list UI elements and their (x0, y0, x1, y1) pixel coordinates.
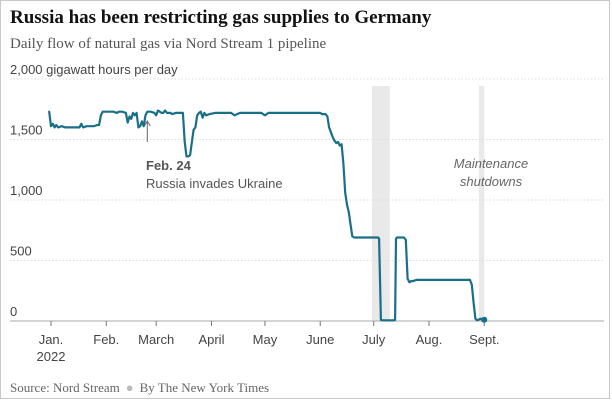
y-tick-label-1000: 1,000 (10, 183, 43, 198)
x-tick-label-3: April (198, 332, 224, 347)
credit-label: By The New York Times (139, 380, 270, 395)
chart-title: Russia has been restricting gas supplies… (10, 7, 432, 28)
x-tick-label-1: Feb. (93, 332, 119, 347)
source-label: Source: Nord Stream (10, 380, 120, 395)
annotation-date: Feb. 24 (146, 158, 192, 173)
x-tick-label-8: Sept. (469, 332, 499, 347)
x-tick-sublabel-0: 2022 (37, 349, 66, 364)
maintenance-label-line-0: Maintenance (454, 156, 528, 171)
y-tick-label-1500: 1,500 (10, 123, 43, 138)
x-tick-label-6: July (362, 332, 386, 347)
chart-footer: Source: Nord Stream ● By The New York Time… (10, 380, 269, 396)
shutdown-band-0 (371, 86, 390, 321)
separator-dot-icon: ● (125, 380, 134, 395)
maintenance-label-line-1: shutdowns (460, 174, 523, 189)
series-line-nord-stream (48, 109, 486, 322)
series-end-point (481, 316, 488, 323)
x-tick-label-5: June (306, 332, 334, 347)
y-tick-label-2000: 2,000 gigawatt hours per day (10, 62, 178, 77)
x-tick-label-4: May (253, 332, 278, 347)
x-tick-label-7: Aug. (416, 332, 443, 347)
x-tick-label-2: March (138, 332, 174, 347)
y-tick-label-500: 500 (10, 244, 32, 259)
annotation-text: Russia invades Ukraine (146, 176, 283, 191)
y-tick-label-0: 0 (10, 304, 17, 319)
x-tick-label-0: Jan. (39, 332, 64, 347)
chart-subtitle: Daily flow of natural gas via Nord Strea… (10, 36, 327, 52)
shutdown-band-1 (478, 86, 485, 321)
annotation-arrow-icon (143, 120, 151, 127)
